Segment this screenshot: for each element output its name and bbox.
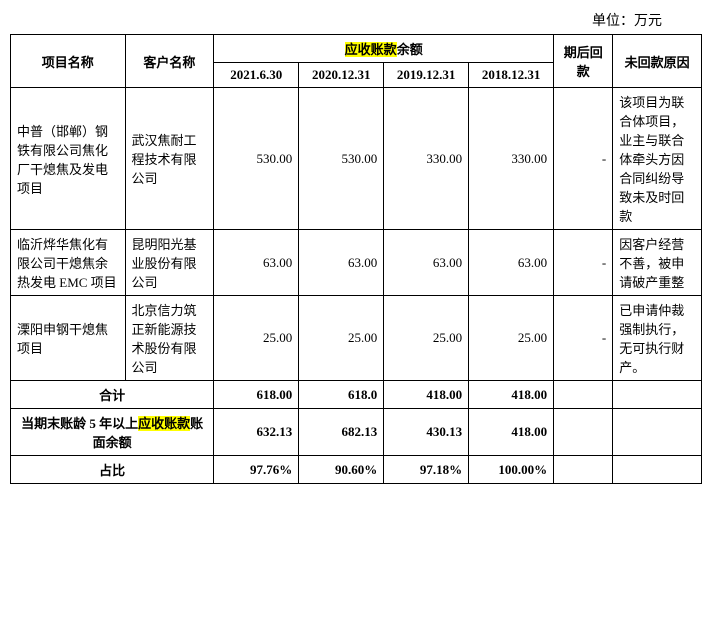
header-client: 客户名称 <box>125 35 214 88</box>
ratio-value: 100.00% <box>469 456 554 484</box>
cell-value: 330.00 <box>469 88 554 230</box>
ratio-reason <box>613 456 702 484</box>
header-date-3: 2019.12.31 <box>384 63 469 88</box>
cell-value: 530.00 <box>214 88 299 230</box>
aged-value: 430.13 <box>384 409 469 456</box>
totals-value: 418.00 <box>469 381 554 409</box>
aged-label-pre: 当期末账龄 5 年以上 <box>21 416 138 431</box>
cell-value: 330.00 <box>384 88 469 230</box>
header-reason: 未回款原因 <box>613 35 702 88</box>
totals-after <box>554 381 613 409</box>
header-receivable-balance: 应收账款余额 <box>214 35 554 63</box>
cell-reason: 因客户经营不善，被申请破产重整 <box>613 230 702 296</box>
cell-after: - <box>554 230 613 296</box>
totals-value: 618.00 <box>214 381 299 409</box>
totals-row: 合计 618.00 618.0 418.00 418.00 <box>11 381 702 409</box>
header-receivable-hl: 应收账款 <box>345 42 397 57</box>
totals-value: 418.00 <box>384 381 469 409</box>
cell-value: 63.00 <box>384 230 469 296</box>
cell-project: 临沂烨华焦化有限公司干熄焦余热发电 EMC 项目 <box>11 230 126 296</box>
cell-value: 25.00 <box>384 296 469 381</box>
cell-project: 中普（邯郸）钢铁有限公司焦化厂干熄焦及发电项目 <box>11 88 126 230</box>
totals-reason <box>613 381 702 409</box>
table-row: 临沂烨华焦化有限公司干熄焦余热发电 EMC 项目 昆明阳光基业股份有限公司 63… <box>11 230 702 296</box>
cell-reason: 已申请仲裁强制执行，无可执行财产。 <box>613 296 702 381</box>
cell-client: 武汉焦耐工程技术有限公司 <box>125 88 214 230</box>
cell-value: 63.00 <box>299 230 384 296</box>
cell-reason: 该项目为联合体项目，业主与联合体牵头方因合同纠纷导致未及时回款 <box>613 88 702 230</box>
aged-label-hl: 应收账款 <box>138 416 190 431</box>
receivables-table: 项目名称 客户名称 应收账款余额 期后回款 未回款原因 2021.6.30 20… <box>10 34 702 484</box>
ratio-value: 97.18% <box>384 456 469 484</box>
header-balance: 余额 <box>397 42 423 57</box>
cell-client: 昆明阳光基业股份有限公司 <box>125 230 214 296</box>
aged-value: 682.13 <box>299 409 384 456</box>
cell-value: 25.00 <box>469 296 554 381</box>
aged-row: 当期末账龄 5 年以上应收账款账面余额 632.13 682.13 430.13… <box>11 409 702 456</box>
aged-reason <box>613 409 702 456</box>
aged-after <box>554 409 613 456</box>
cell-after: - <box>554 296 613 381</box>
totals-value: 618.0 <box>299 381 384 409</box>
cell-value: 25.00 <box>299 296 384 381</box>
ratio-row: 占比 97.76% 90.60% 97.18% 100.00% <box>11 456 702 484</box>
cell-value: 63.00 <box>469 230 554 296</box>
header-date-4: 2018.12.31 <box>469 63 554 88</box>
ratio-value: 90.60% <box>299 456 384 484</box>
ratio-label: 占比 <box>11 456 214 484</box>
cell-after: - <box>554 88 613 230</box>
header-date-2: 2020.12.31 <box>299 63 384 88</box>
cell-value: 63.00 <box>214 230 299 296</box>
header-project: 项目名称 <box>11 35 126 88</box>
ratio-after <box>554 456 613 484</box>
table-row: 中普（邯郸）钢铁有限公司焦化厂干熄焦及发电项目 武汉焦耐工程技术有限公司 530… <box>11 88 702 230</box>
cell-project: 溧阳申钢干熄焦项目 <box>11 296 126 381</box>
header-after: 期后回款 <box>554 35 613 88</box>
aged-value: 418.00 <box>469 409 554 456</box>
totals-label: 合计 <box>11 381 214 409</box>
ratio-value: 97.76% <box>214 456 299 484</box>
aged-value: 632.13 <box>214 409 299 456</box>
cell-value: 25.00 <box>214 296 299 381</box>
cell-value: 530.00 <box>299 88 384 230</box>
cell-client: 北京信力筑正新能源技术股份有限公司 <box>125 296 214 381</box>
header-date-1: 2021.6.30 <box>214 63 299 88</box>
unit-label: 单位：万元 <box>10 10 702 30</box>
table-row: 溧阳申钢干熄焦项目 北京信力筑正新能源技术股份有限公司 25.00 25.00 … <box>11 296 702 381</box>
aged-label: 当期末账龄 5 年以上应收账款账面余额 <box>11 409 214 456</box>
